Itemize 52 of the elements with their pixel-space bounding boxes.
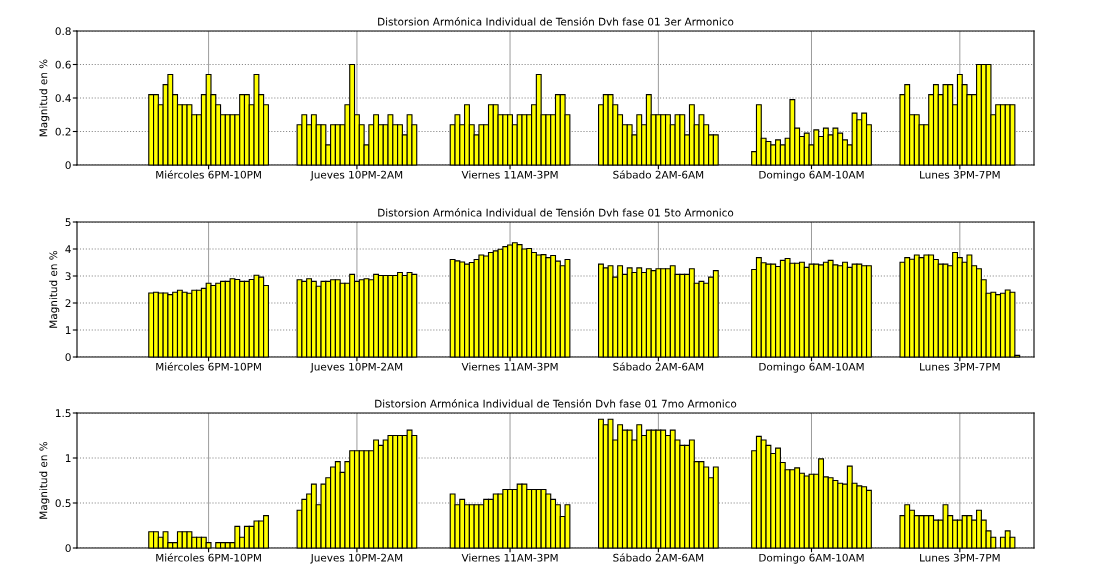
chart-title: Distorsion Armónica Individual de Tensión Dvh fase 01 5to Armonico: [378, 208, 734, 217]
chart-title: Distorsion Armónica Individual de Tensión Dvh fase 01 3er Armonico: [378, 17, 734, 26]
x-tick-label: Lunes 3PM-7PM: [920, 170, 1000, 179]
bar: [688, 104, 695, 166]
x-tick-label: Domingo 6AM-10AM: [759, 362, 864, 373]
x-tick-label: Jueves 10PM-2AM: [310, 170, 403, 181]
x-tick-label: Lunes 3PM-7PM: [920, 553, 1000, 562]
bar: [607, 418, 614, 549]
y-tick-label: 3: [65, 272, 71, 281]
y-axis-title: Magnitud en %: [39, 59, 50, 137]
chart-title: Distorsion Armónica Individual de Tensión Dvh fase 01 7mo Armonico: [375, 399, 737, 408]
x-tick-label: Viernes 11AM-3PM: [461, 553, 558, 562]
y-tick-label: 0: [65, 544, 71, 553]
y-tick-label: 0.5: [55, 499, 71, 508]
y-tick-label: 2: [65, 299, 71, 307]
x-tick-label: Viernes 11AM-3PM: [461, 170, 558, 179]
bar: [942, 504, 949, 549]
x-tick-label: Sábado 2AM-6AM: [613, 362, 704, 371]
bar: [607, 94, 614, 166]
x-tick-label: Miércoles 6PM-10PM: [156, 553, 261, 562]
y-tick-label: 0.6: [55, 60, 71, 69]
y-tick-label: 1.5: [56, 409, 71, 418]
x-tick-label: Sábado 2AM-6AM: [613, 553, 704, 562]
y-tick-label: 1: [65, 326, 71, 334]
x-tick-label: Lunes 3PM-7PM: [920, 362, 1000, 371]
x-tick-label: Domingo 6AM-10AM: [759, 170, 864, 181]
y-tick-label: 0.4: [55, 94, 71, 103]
x-tick-label: Miércoles 6PM-10PM: [156, 170, 261, 179]
bar: [645, 94, 652, 166]
bar: [320, 124, 327, 166]
y-tick-label: 5: [65, 218, 71, 227]
y-axis-title: Magnitud en %: [39, 441, 50, 519]
x-tick-label: Domingo 6AM-10AM: [759, 553, 864, 564]
x-tick-label: Sábado 2AM-6AM: [613, 170, 704, 179]
y-tick-label: 0: [65, 161, 71, 170]
y-tick-label: 0: [65, 353, 71, 362]
x-tick-label: Jueves 10PM-2AM: [310, 553, 403, 564]
bar: [162, 531, 169, 549]
y-tick-label: 4: [65, 245, 71, 253]
bar: [310, 483, 317, 549]
y-tick-label: 1: [65, 454, 71, 462]
bar: [186, 531, 193, 549]
bar: [607, 265, 614, 358]
y-tick-label: 0.2: [55, 127, 71, 136]
bar: [789, 99, 796, 166]
y-tick-label: 0.8: [55, 27, 71, 36]
y-axis-title: Magnitud en %: [49, 250, 60, 328]
x-tick-label: Jueves 10PM-2AM: [310, 362, 403, 373]
bar: [1009, 291, 1016, 358]
x-tick-label: Miércoles 6PM-10PM: [156, 362, 261, 371]
bar: [219, 542, 226, 549]
x-tick-label: Viernes 11AM-3PM: [461, 362, 558, 371]
